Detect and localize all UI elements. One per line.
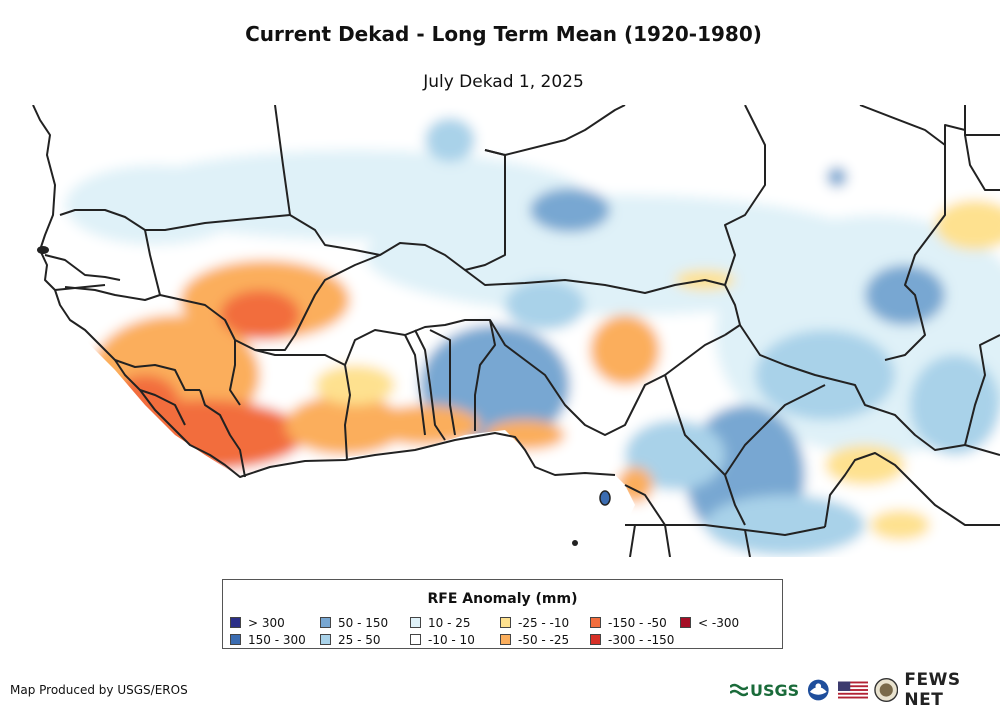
legend-item: -150 - -50 — [590, 614, 680, 631]
legend-swatch — [590, 617, 601, 628]
legend-swatch — [230, 634, 241, 645]
legend-item: > 300 — [230, 614, 320, 631]
legend-swatch — [500, 617, 511, 628]
us-flag-icon — [837, 681, 868, 699]
credit-text: Map Produced by USGS/EROS — [10, 683, 188, 697]
legend-swatch — [320, 634, 331, 645]
legend-label: -50 - -25 — [518, 632, 570, 647]
legend-item: -25 - -10 — [500, 614, 590, 631]
legend-label: 10 - 25 — [428, 615, 471, 630]
legend-grid: > 300 150 - 300 50 - 150 25 - 50 10 - 25 -10 … — [230, 614, 780, 648]
fews-net-logo: FEWS NET — [904, 670, 961, 710]
legend-swatch — [500, 634, 511, 645]
usgs-logo-text: USGS — [750, 680, 800, 700]
legend-swatch — [230, 617, 241, 628]
legend-item: < -300 — [680, 614, 770, 631]
legend-item: 25 - 50 — [320, 631, 410, 648]
noaa-logo-icon — [808, 679, 829, 701]
legend-item: 150 - 300 — [230, 631, 320, 648]
map-title: Current Dekad - Long Term Mean (1920-198… — [245, 22, 762, 46]
legend-title: RFE Anomaly (mm) — [427, 591, 578, 607]
legend-label: -10 - 10 — [428, 632, 475, 647]
legend-item: 10 - 25 — [410, 614, 500, 631]
legend-label: 150 - 300 — [248, 632, 306, 647]
legend-label: -150 - -50 — [608, 615, 667, 630]
legend-label: -300 - -150 — [608, 632, 675, 647]
map-svg — [25, 105, 1000, 557]
legend-item: -50 - -25 — [500, 631, 590, 648]
legend-swatch — [590, 634, 601, 645]
bioko-island — [599, 490, 611, 506]
legend-item: -10 - 10 — [410, 631, 500, 648]
legend: RFE Anomaly (mm) > 300 150 - 300 50 - 150 2… — [222, 579, 783, 649]
logo-strip: USGS FEWS NET — [730, 670, 1000, 710]
legend-swatch — [320, 617, 331, 628]
usgs-logo: USGS — [730, 681, 799, 700]
ocean-area — [25, 245, 635, 557]
legend-label: < -300 — [698, 615, 740, 630]
country-borders — [32, 105, 1000, 557]
legend-label: 50 - 150 — [338, 615, 389, 630]
legend-item: -300 - -150 — [590, 631, 680, 648]
legend-swatch — [410, 634, 421, 645]
sao-tome-island — [572, 540, 578, 546]
legend-label: 25 - 50 — [338, 632, 381, 647]
usgs-wave-icon — [730, 683, 748, 697]
anomaly-map — [25, 105, 1000, 557]
map-subtitle: July Dekad 1, 2025 — [423, 72, 584, 92]
legend-item: 50 - 150 — [320, 614, 410, 631]
legend-label: > 300 — [248, 615, 285, 630]
legend-swatch — [680, 617, 691, 628]
legend-swatch — [410, 617, 421, 628]
cape-verde-region — [37, 246, 49, 254]
state-dept-seal-icon — [874, 677, 899, 703]
legend-label: -25 - -10 — [518, 615, 570, 630]
